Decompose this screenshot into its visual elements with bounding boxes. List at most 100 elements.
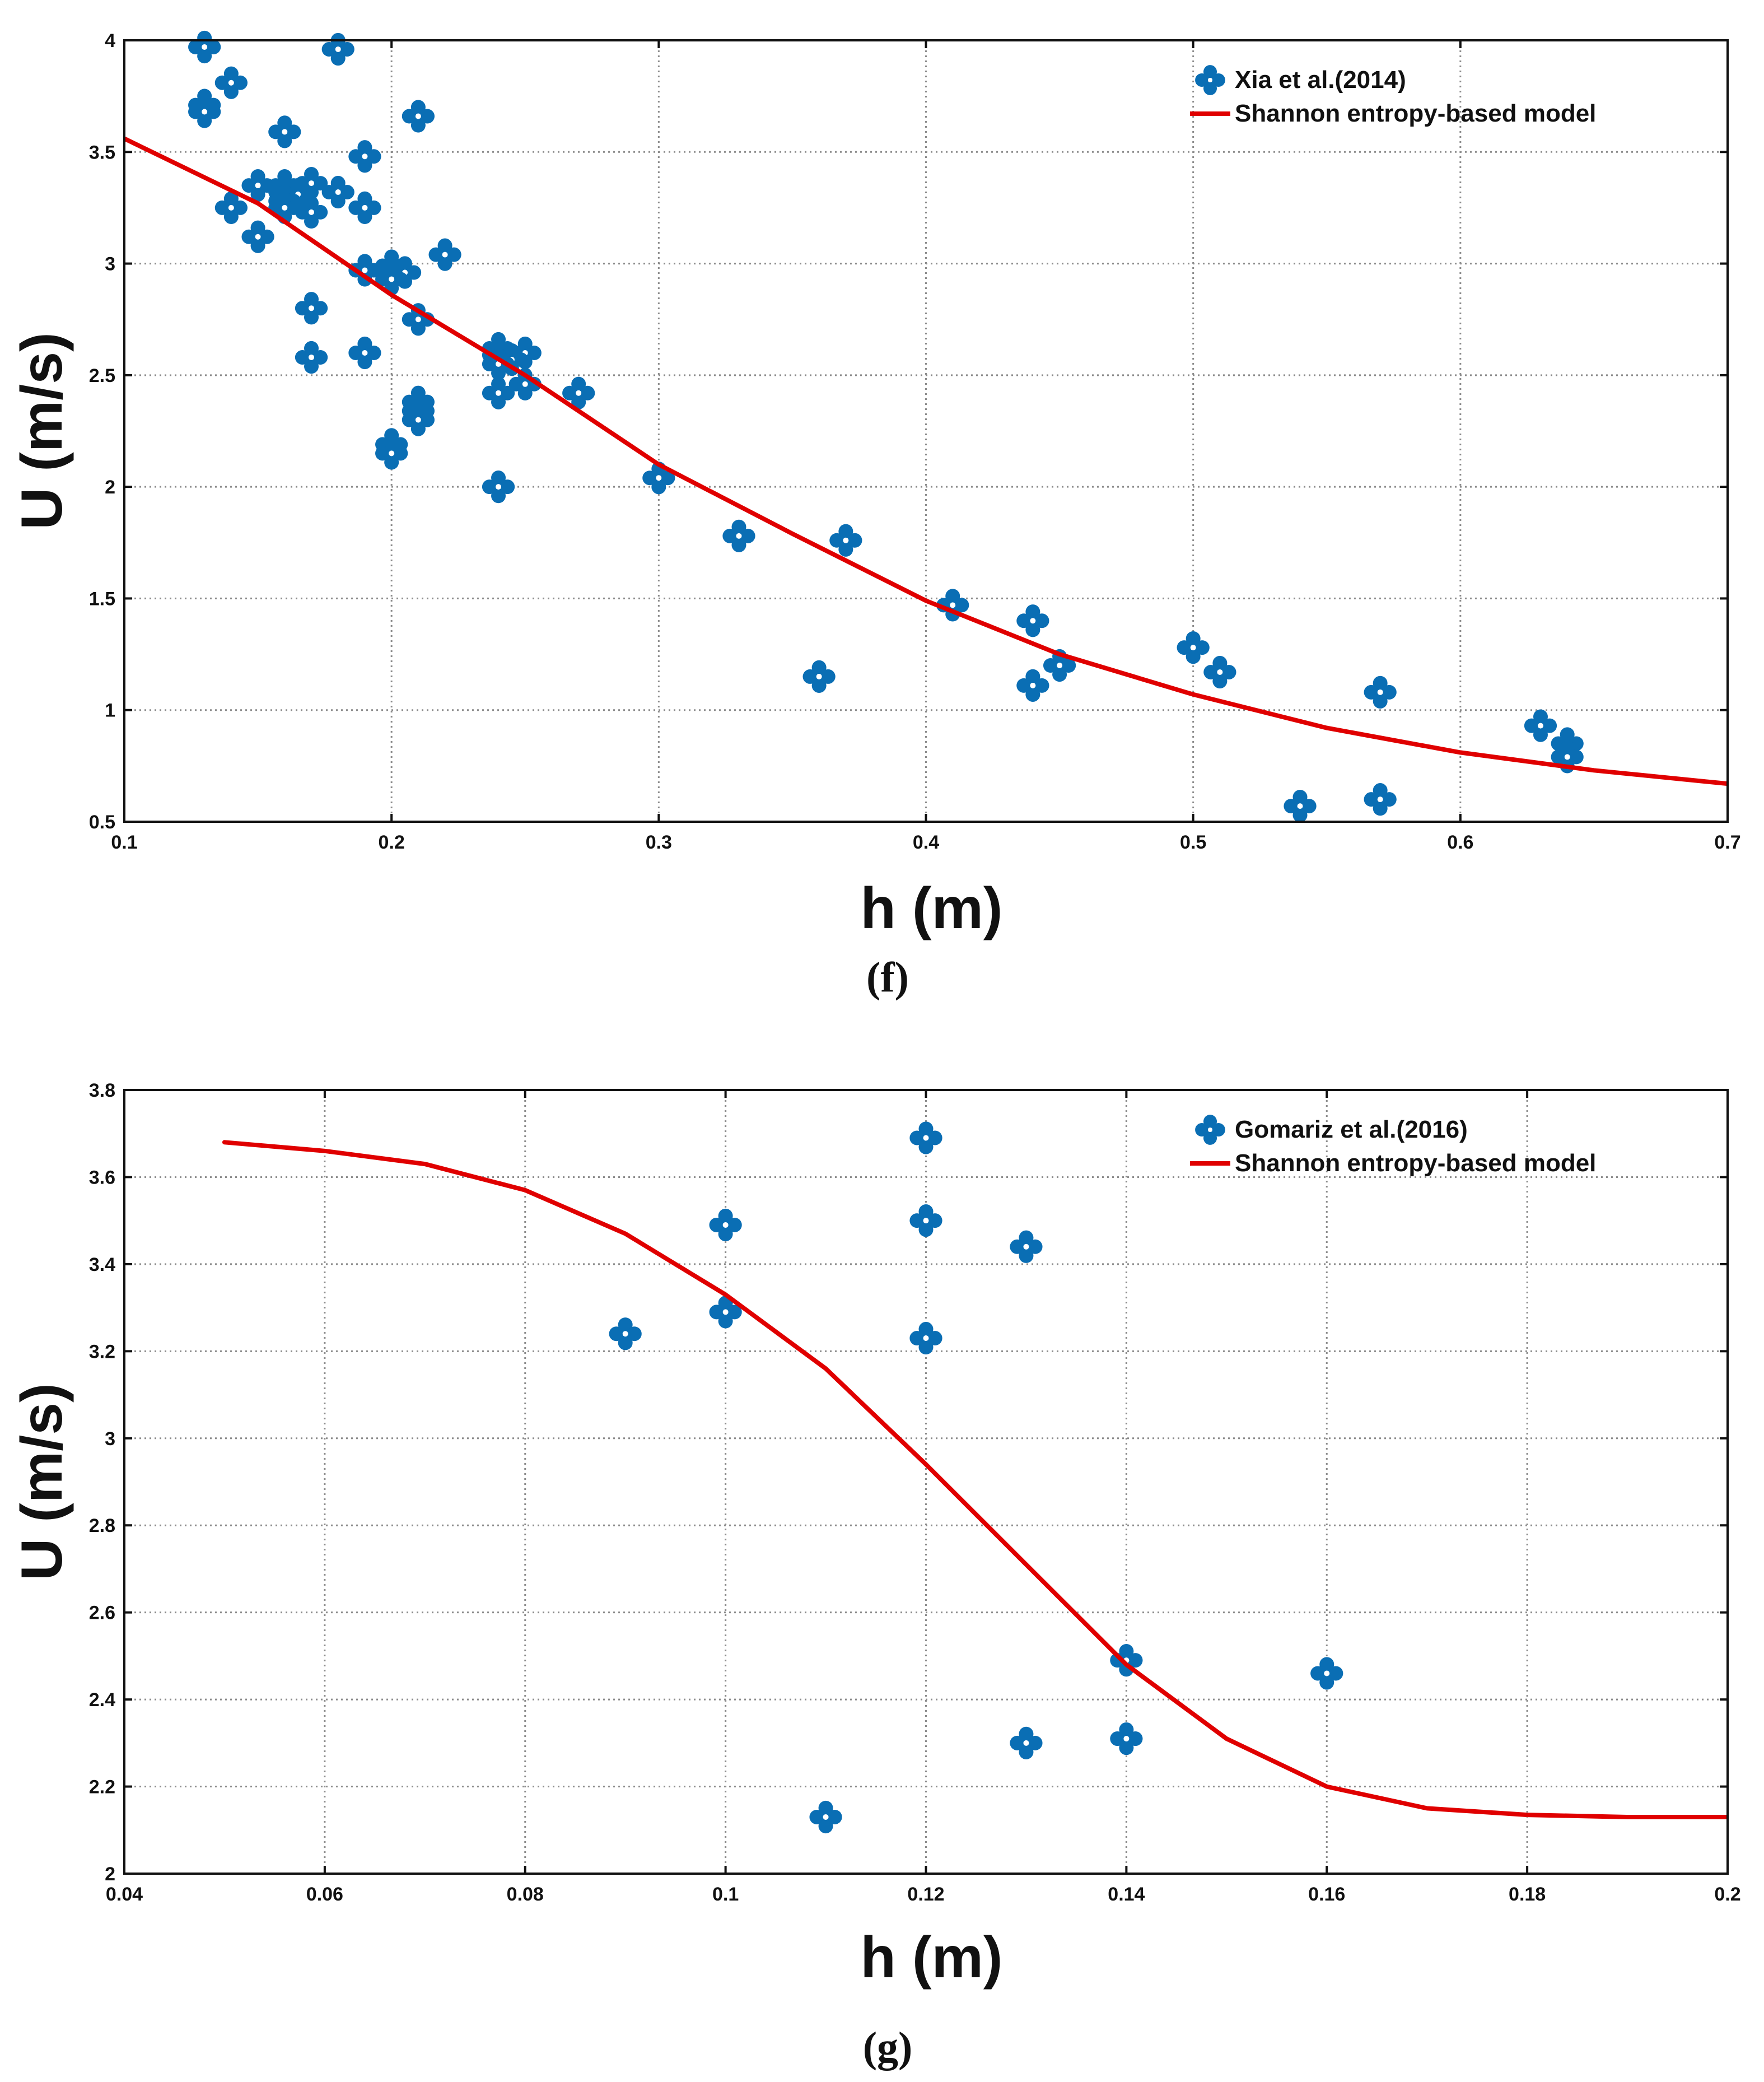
y-tick-label: 2 [105,477,115,498]
y-tick-label: 4 [105,30,115,52]
x-tick-label: 0.18 [1509,1884,1546,1905]
y-axis-label: U (m/s) [10,332,74,529]
x-tick-label: 0.1 [111,832,137,853]
data-point [1016,604,1049,637]
legend-label: Xia et al.(2014) [1235,66,1406,94]
data-point [188,30,221,64]
data-point [1203,655,1236,689]
x-axis-label: h (m) [860,876,1002,941]
legend-label: Shannon entropy-based model [1235,1149,1596,1177]
data-point [268,115,301,148]
data-point [709,1208,742,1242]
data-point [909,1204,942,1237]
y-tick-label: 3 [105,254,115,275]
data-point [609,1317,642,1350]
x-tick-label: 0.7 [1714,832,1740,853]
legend: Gomariz et al.(2016) Shannon entropy-base… [1190,1115,1596,1177]
x-tick-label: 0.1 [712,1884,739,1905]
data-point [295,195,328,229]
data-point [348,191,381,225]
y-tick-label: 3.5 [89,142,115,163]
y-tick-label: 1.5 [89,588,115,609]
data-point [268,191,301,225]
data-point [1177,631,1210,664]
data-point [1364,676,1397,709]
data-point [402,403,435,436]
data-point [1010,1230,1043,1263]
data-point [1010,1726,1043,1759]
data-point [802,660,836,693]
data-point [295,341,328,374]
y-tick-label: 3.8 [89,1080,115,1101]
data-point [829,524,862,557]
legend-marker-swatch [1195,1115,1225,1145]
x-tick-label: 0.16 [1308,1884,1345,1905]
chart-panel-f: 0.1 0.2 0.3 0.4 0.5 0.6 0.7 0.5 1 1.5 2 2.5 3 3.5 4 Xia… [10,30,1741,1001]
data-point [1110,1722,1143,1755]
x-tick-label: 0.06 [306,1884,343,1905]
data-point [1524,709,1557,742]
plot-frame [123,39,1729,823]
data-point [482,471,515,504]
y-tick-label: 2.4 [89,1689,115,1711]
model-curve [222,1140,1728,1819]
data-point [482,376,515,409]
y-tick-label: 3.6 [89,1167,115,1188]
data-point [295,292,328,325]
x-tick-label: 0.14 [1108,1884,1145,1905]
x-tick-label: 0.08 [507,1884,544,1905]
data-point [321,32,354,66]
data-point [909,1121,942,1154]
x-tick-label: 0.6 [1447,832,1473,853]
x-tick-label: 0.4 [913,832,939,853]
x-tick-label: 0.04 [106,1884,143,1905]
data-point [1016,669,1049,702]
data-point [1364,783,1397,816]
y-tick-label: 2.8 [89,1515,115,1536]
y-tick-label: 2.2 [89,1777,115,1798]
data-point [241,220,274,253]
y-tick-label: 3 [105,1428,115,1450]
x-tick-label: 0.3 [646,832,672,853]
legend-label: Gomariz et al.(2016) [1235,1116,1468,1143]
data-point [1551,740,1584,774]
data-point [722,519,755,552]
data-point [348,336,381,370]
y-axis-label: U (m/s) [10,1383,74,1580]
plot-frame [123,1089,1729,1875]
model-curve [124,136,1728,786]
y-tick-label: 2.5 [89,365,115,386]
x-tick-label: 0.2 [379,832,405,853]
data-point [562,376,595,409]
data-point [428,238,461,271]
y-tick-label: 3.4 [89,1254,115,1275]
data-point [1284,789,1317,823]
legend: Xia et al.(2014) Shannon entropy-based mo… [1190,65,1596,127]
data-point [1310,1657,1343,1690]
data-point [321,175,354,209]
data-point [214,191,248,225]
y-tick-label: 1 [105,700,115,721]
data-point [188,95,221,128]
y-tick-label: 0.5 [89,812,115,833]
y-tick-label: 2.6 [89,1603,115,1624]
data-point [936,589,969,622]
data-point [348,140,381,173]
data-point [214,66,248,99]
data-point [809,1800,842,1834]
data-point [241,169,274,202]
x-axis-label: h (m) [860,1925,1002,1990]
data-point [1110,1644,1143,1677]
x-tick-label: 0.5 [1180,832,1206,853]
data-point [909,1321,942,1355]
legend-label: Shannon entropy-based model [1235,100,1596,127]
x-tick-label: 0.12 [907,1884,944,1905]
x-tick-label: 0.2 [1714,1884,1740,1905]
y-tick-label: 3.2 [89,1341,115,1362]
data-point [375,437,408,470]
data-point [402,100,435,133]
chart-panel-g: 0.04 0.06 0.08 0.1 0.12 0.14 0.16 0.18 0.2 2 2.2 2.… [10,1080,1741,2071]
panel-caption: (f) [866,954,909,1001]
panel-caption: (g) [863,2024,913,2071]
